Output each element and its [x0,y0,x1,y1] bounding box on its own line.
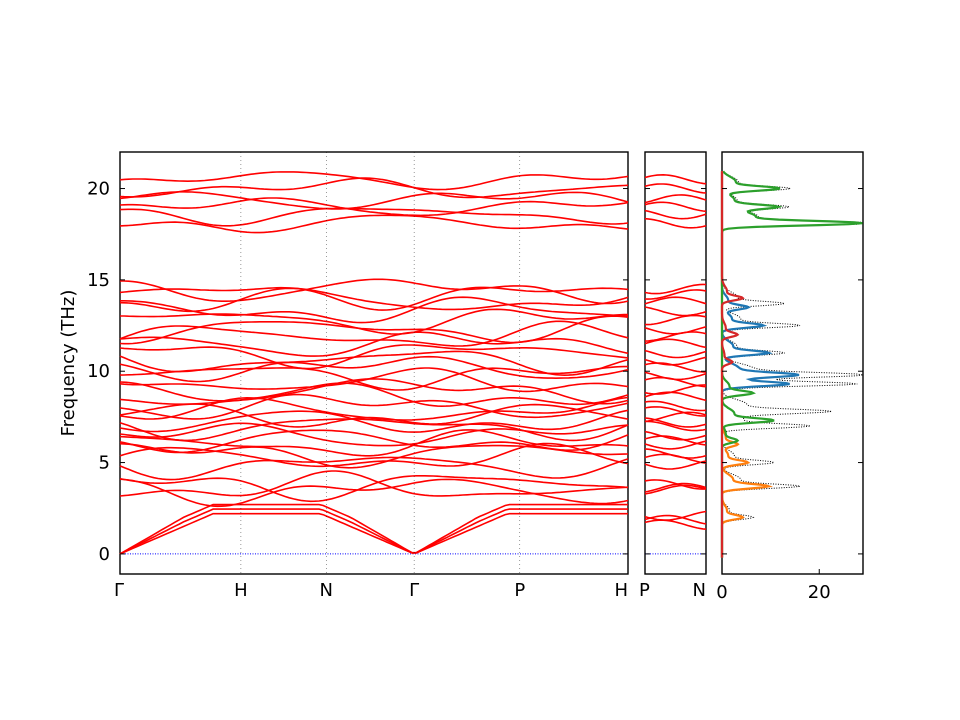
y-tick-label: 15 [87,270,110,291]
phonon-band-line [119,508,628,555]
x-tick-label-H: H [234,580,248,601]
phonon-band-line [119,197,629,217]
phonon-band-line [119,512,628,555]
y-tick-label: 10 [87,361,110,382]
y-tick-label: 5 [99,453,110,474]
phonon-band-line [119,429,629,457]
x-tick-label-N: N [693,580,706,601]
phonon-band-line [119,429,629,454]
phonon-band-line [644,194,707,204]
phonon-band-line [119,287,629,313]
phonon-band-line [644,371,707,381]
phonon-band-line [644,510,707,521]
dos-curve [720,171,745,558]
phonon-band-line [119,474,629,503]
phonon-band-line [119,214,629,234]
phonon-band-line [644,356,707,366]
phonon-band-line [119,456,629,481]
phonon-band-line [119,278,629,305]
x-tick-label-Γ: Γ [409,580,419,601]
main-panel-frame [119,151,629,575]
phonon-band-line [119,367,629,393]
phonon-band-line [119,409,629,433]
phonon-band-line [644,400,707,412]
phonon-band-line [120,296,629,324]
phonon-band-line [119,396,629,421]
phonon-band-line [644,448,707,459]
phonon-band-line [644,484,707,495]
phonon-band-line [119,315,629,345]
phonon-band-line [645,314,707,326]
phonon-band-line [644,479,707,490]
phonon-band-line [644,460,707,470]
phonon-band-line [119,382,629,408]
phonon-band-line [644,173,707,185]
x-tick-label-N: N [320,580,333,601]
phonon-band-line [644,283,707,295]
phonon-band-line [644,289,707,300]
dos-x-tick-label: 0 [716,582,727,603]
phonon-band-line [119,418,629,442]
side-panel-frame [644,151,707,575]
y-tick-label: 0 [99,544,110,565]
phonon-band-line [644,435,707,446]
phonon-band-line [644,514,707,525]
phonon-band-line [119,286,629,311]
phonon-band-line [119,344,629,370]
x-tick-label-P: P [514,580,525,601]
phonon-band-line [644,296,707,305]
phonon-band-line [119,171,629,191]
phonon-band-line [119,355,629,383]
phonon-band-line [119,393,629,420]
phonon-band-line [119,177,629,199]
phonon-band-line [644,519,707,530]
phonon-band-line [119,350,629,377]
phonon-band-line [645,420,707,432]
band-structure-main-panel: 0 5 10 15 20 Γ H N Γ P H [87,151,629,601]
phonon-band-line [119,320,629,347]
phonon-band-line [120,308,629,335]
x-tick-label-H: H [614,580,628,601]
phonon-band-line [119,331,629,357]
phonon-band-line [119,503,628,555]
phonon-band-line [644,183,707,194]
dos-x-tick-label: 20 [808,582,831,603]
x-tick-label-P: P [639,580,650,601]
y-axis-label: Frequency (THz) [58,290,79,437]
phonon-band-line [644,349,707,359]
phonon-band-line [644,411,707,423]
phonon-band-line [119,470,629,497]
partial-dos-panel: 0 20 [716,151,864,603]
phonon-band-line [119,478,629,508]
phonon-band-line [119,422,629,447]
phonon-band-line [644,306,707,317]
phonon-band-line [644,406,707,417]
x-tick-label-Γ: Γ [114,580,124,601]
phonon-band-line [119,207,629,227]
phonon-band-line [644,209,707,220]
phonon-band-line [119,191,629,210]
y-tick-label: 20 [87,179,110,200]
phonon-band-line [644,326,707,335]
phonon-band-line [644,217,707,229]
phonon-band-line [644,430,707,441]
phonon-band-line [644,201,707,213]
